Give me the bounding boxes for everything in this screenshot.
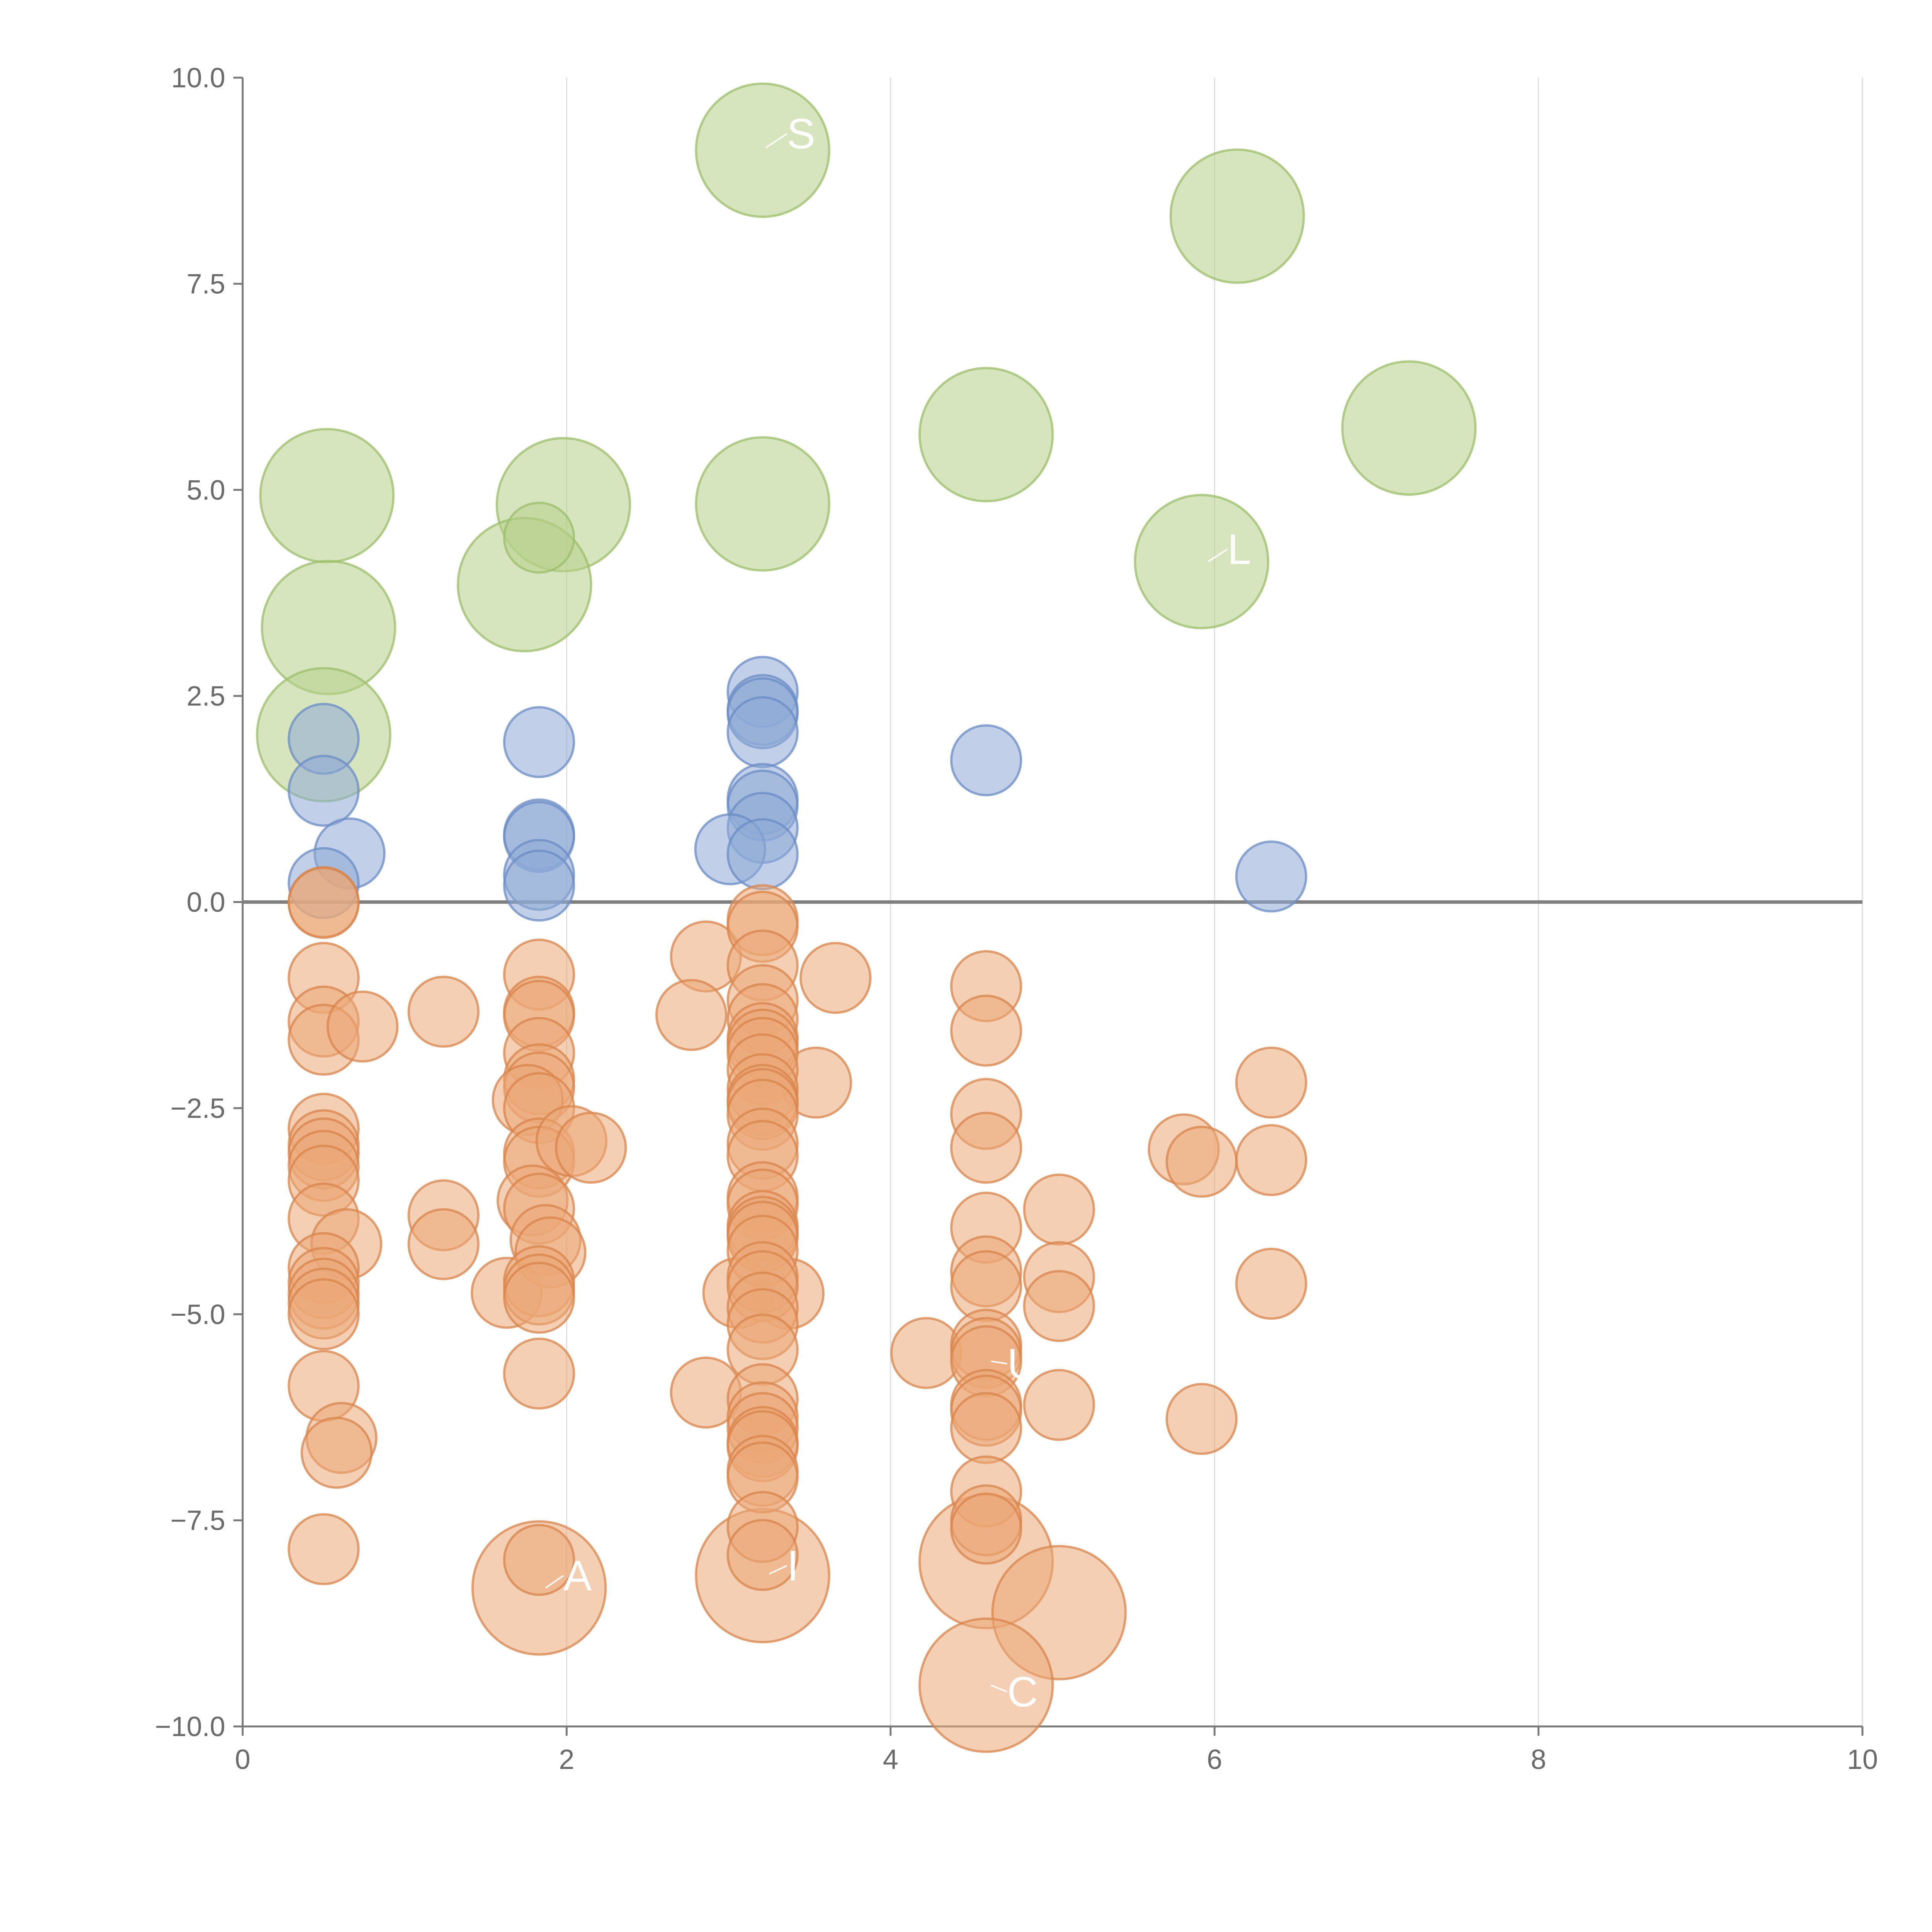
bubble-orange bbox=[655, 979, 728, 1051]
annotation-label: A bbox=[563, 1552, 592, 1600]
bubble-blue bbox=[726, 818, 799, 890]
bubble-orange bbox=[503, 1262, 575, 1334]
bubble-orange bbox=[287, 1513, 360, 1585]
bubble-orange-large bbox=[918, 1617, 1054, 1753]
annotation-label: I bbox=[787, 1542, 799, 1590]
x-tick-label: 0 bbox=[235, 1744, 250, 1775]
bubble-green-large bbox=[695, 82, 830, 218]
bubble-orange bbox=[1023, 1270, 1095, 1342]
annotation-connector bbox=[1208, 548, 1228, 563]
annotation-connector bbox=[990, 1684, 1008, 1693]
bubble-orange bbox=[300, 1417, 373, 1489]
bubble-blue bbox=[503, 706, 575, 778]
annotation-connector bbox=[545, 1575, 564, 1589]
bubble-blue bbox=[503, 849, 575, 922]
x-tick-label: 6 bbox=[1207, 1744, 1222, 1775]
bubble-green-small bbox=[503, 502, 575, 574]
bubble-green-large bbox=[1169, 148, 1305, 284]
bubble-green-large bbox=[918, 367, 1054, 503]
y-tick-label: −5.0 bbox=[170, 1299, 225, 1330]
y-tick-label: 7.5 bbox=[187, 269, 225, 299]
y-tick-label: −10.0 bbox=[155, 1711, 225, 1742]
bubble-orange bbox=[1023, 1369, 1095, 1441]
bubble-blue bbox=[950, 724, 1022, 796]
bubble-orange bbox=[1165, 1383, 1238, 1455]
annotation-label: S bbox=[787, 110, 815, 158]
bubble-orange bbox=[503, 1337, 575, 1410]
y-tick-label: 0.0 bbox=[187, 887, 225, 918]
x-tick-label: 8 bbox=[1531, 1744, 1546, 1775]
bubble-orange bbox=[555, 1112, 627, 1184]
annotation-connector bbox=[991, 1360, 1007, 1365]
bubble-orange bbox=[950, 995, 1022, 1067]
bubble-blue bbox=[1235, 840, 1308, 913]
bubbles bbox=[256, 82, 1477, 1753]
bubble-orange bbox=[950, 1112, 1022, 1184]
bubble-green-large bbox=[1134, 494, 1269, 629]
bubble-orange bbox=[1023, 1173, 1095, 1246]
bubble-orange bbox=[726, 1519, 799, 1591]
bubble-orange bbox=[1235, 1046, 1308, 1119]
bubble-green-large bbox=[259, 428, 395, 563]
bubble-orange bbox=[407, 1208, 480, 1281]
bubble-orange bbox=[503, 1524, 575, 1596]
y-tick-label: −7.5 bbox=[170, 1505, 225, 1536]
x-tick-label: 2 bbox=[559, 1744, 574, 1775]
bubble-orange bbox=[287, 867, 360, 939]
y-tick-label: 2.5 bbox=[187, 681, 225, 712]
bubble-orange bbox=[407, 976, 480, 1048]
bubble-orange bbox=[1235, 1248, 1308, 1320]
bubble-orange bbox=[327, 990, 399, 1063]
axes: 0 2 4 6 8 10 −10.0 −7.5 −5.0 −2.5 0.0 2.5 5.0 7.5 10.0 bbox=[155, 63, 1878, 1775]
x-tick-label: 4 bbox=[883, 1744, 898, 1775]
bubble-green-large bbox=[695, 436, 830, 572]
y-tick-label: −2.5 bbox=[170, 1093, 225, 1124]
bubble-orange bbox=[1235, 1124, 1308, 1196]
y-tick-label: 10.0 bbox=[171, 63, 225, 94]
y-tick-label: 5.0 bbox=[187, 475, 225, 506]
bubble-green-large bbox=[1341, 360, 1477, 496]
bubble-orange bbox=[950, 1392, 1022, 1464]
bubble-blue bbox=[287, 755, 360, 827]
bubble-orange bbox=[287, 1278, 360, 1350]
bubble-orange bbox=[799, 942, 872, 1014]
annotation-connector bbox=[769, 1565, 787, 1575]
annotation-label: U bbox=[1007, 1340, 1038, 1388]
bubble-blue bbox=[726, 696, 799, 769]
annotation-label: L bbox=[1228, 526, 1251, 573]
annotation-connector bbox=[765, 133, 787, 149]
x-tick-label: 10 bbox=[1847, 1744, 1878, 1775]
bubble-orange bbox=[1165, 1126, 1238, 1198]
annotations: S L A I C U bbox=[545, 110, 1251, 1716]
bubble-orange bbox=[950, 1492, 1022, 1565]
annotation-label: C bbox=[1007, 1668, 1038, 1716]
